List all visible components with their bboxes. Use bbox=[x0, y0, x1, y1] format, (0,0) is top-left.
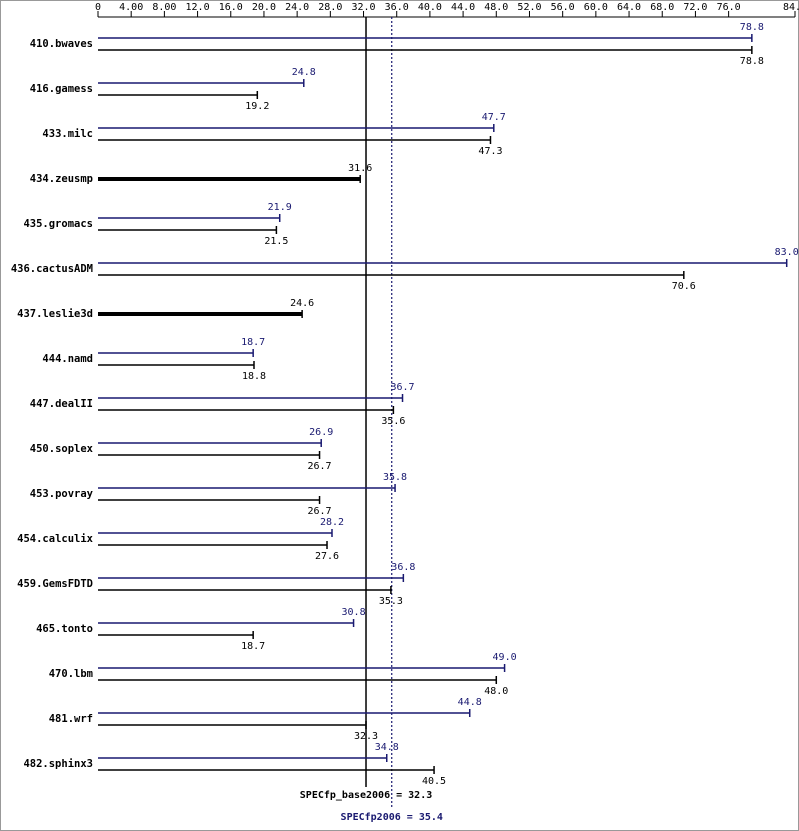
value-label: 27.6 bbox=[315, 551, 339, 562]
value-label: 83.0 bbox=[775, 247, 799, 258]
category-label: 459.GemsFDTD bbox=[17, 578, 93, 590]
x-tick-label: 44.0 bbox=[451, 2, 475, 13]
reference-label: SPECfp_base2006 = 32.3 bbox=[300, 790, 432, 801]
x-tick-label: 56.0 bbox=[551, 2, 575, 13]
value-label: 40.5 bbox=[422, 776, 446, 787]
value-label: 24.8 bbox=[292, 67, 316, 78]
value-label: 28.2 bbox=[320, 517, 344, 528]
category-label: 435.gromacs bbox=[23, 218, 93, 230]
reference-label: SPECfp2006 = 35.4 bbox=[341, 812, 443, 823]
x-tick-label: 52.0 bbox=[517, 2, 541, 13]
x-tick-label: 48.0 bbox=[484, 2, 508, 13]
value-label: 21.9 bbox=[268, 202, 292, 213]
value-label: 35.8 bbox=[383, 472, 407, 483]
value-label: 31.6 bbox=[348, 163, 372, 174]
category-label: 444.namd bbox=[42, 353, 93, 365]
x-tick-label: 76.0 bbox=[717, 2, 741, 13]
value-label: 19.2 bbox=[245, 101, 269, 112]
value-label: 49.0 bbox=[493, 652, 517, 663]
value-label: 36.8 bbox=[391, 562, 415, 573]
value-label: 35.6 bbox=[381, 416, 405, 427]
x-tick-label: 8.00 bbox=[152, 2, 176, 13]
value-label: 26.7 bbox=[307, 461, 331, 472]
value-label: 48.0 bbox=[484, 686, 508, 697]
value-label: 35.3 bbox=[379, 596, 403, 607]
category-label: 481.wrf bbox=[49, 713, 93, 725]
category-label: 437.leslie3d bbox=[17, 308, 93, 320]
value-label: 18.8 bbox=[242, 371, 266, 382]
value-label: 47.7 bbox=[482, 112, 506, 123]
x-tick-label: 60.0 bbox=[584, 2, 608, 13]
x-tick-label: 72.0 bbox=[683, 2, 707, 13]
category-label: 470.lbm bbox=[49, 668, 93, 680]
value-label: 26.7 bbox=[307, 506, 331, 517]
value-label: 32.3 bbox=[354, 731, 378, 742]
x-tick-label: 20.0 bbox=[252, 2, 276, 13]
category-label: 436.cactusADM bbox=[11, 263, 93, 275]
x-tick-label: 12.0 bbox=[186, 2, 210, 13]
category-label: 465.tonto bbox=[36, 623, 93, 635]
x-tick-label: 68.0 bbox=[650, 2, 674, 13]
value-label: 18.7 bbox=[241, 337, 265, 348]
category-label: 434.zeusmp bbox=[30, 173, 93, 185]
category-label: 410.bwaves bbox=[30, 38, 93, 50]
x-tick-label: 4.00 bbox=[119, 2, 143, 13]
value-label: 21.5 bbox=[264, 236, 288, 247]
x-tick-label: 40.0 bbox=[418, 2, 442, 13]
x-tick-label: 24.0 bbox=[285, 2, 309, 13]
value-label: 36.7 bbox=[390, 382, 414, 393]
category-label: 450.soplex bbox=[30, 443, 94, 455]
category-label: 453.povray bbox=[30, 488, 94, 500]
category-label: 447.dealII bbox=[30, 398, 93, 410]
x-tick-label: 64.0 bbox=[617, 2, 641, 13]
x-tick-label: 16.0 bbox=[219, 2, 243, 13]
x-tick-label: 0 bbox=[95, 2, 101, 13]
value-label: 34.8 bbox=[375, 742, 399, 753]
x-tick-label: 32.0 bbox=[351, 2, 375, 13]
value-label: 78.8 bbox=[740, 22, 764, 33]
value-label: 44.8 bbox=[458, 697, 482, 708]
category-label: 482.sphinx3 bbox=[23, 758, 93, 770]
value-label: 47.3 bbox=[478, 146, 502, 157]
x-tick-label: 36.0 bbox=[385, 2, 409, 13]
value-label: 18.7 bbox=[241, 641, 265, 652]
category-label: 416.gamess bbox=[30, 83, 93, 95]
x-tick-label: 28.0 bbox=[318, 2, 342, 13]
x-tick-label: 84.0 bbox=[783, 2, 799, 13]
category-label: 454.calculix bbox=[17, 533, 94, 545]
value-label: 78.8 bbox=[740, 56, 764, 67]
value-label: 70.6 bbox=[672, 281, 696, 292]
category-label: 433.milc bbox=[42, 128, 93, 140]
value-label: 30.8 bbox=[342, 607, 366, 618]
value-label: 24.6 bbox=[290, 298, 314, 309]
value-label: 26.9 bbox=[309, 427, 333, 438]
